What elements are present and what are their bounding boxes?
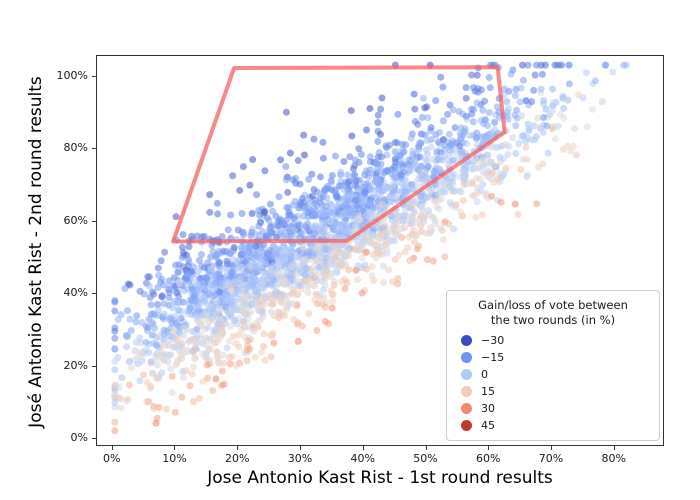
y-tick-label: 100%: [56, 68, 88, 82]
legend-entry: −15: [457, 349, 649, 366]
legend-entries: −30 −15 0 15 30 45: [457, 332, 649, 434]
y-tick-mark: [92, 438, 96, 440]
x-tick-mark: [551, 446, 553, 450]
legend-entry-label: 15: [481, 385, 495, 398]
legend-entry: 15: [457, 383, 649, 400]
x-tick-label: 40%: [350, 452, 375, 465]
x-tick-mark: [425, 446, 427, 450]
x-tick-label: 80%: [601, 452, 627, 465]
legend-entry: 30: [457, 400, 649, 417]
legend-entry-label: −15: [481, 351, 505, 364]
legend-color-swatch-icon: [461, 369, 472, 380]
y-tick-label: 80%: [63, 141, 88, 155]
y-tick-label: 60%: [63, 213, 88, 227]
legend-title-line-1: Gain/loss of vote between: [478, 298, 628, 312]
x-tick-label: 70%: [538, 452, 564, 465]
legend-entry: −30: [457, 332, 649, 349]
legend-entry: 45: [457, 417, 649, 434]
x-tick-label: 60%: [476, 452, 501, 465]
y-tick-label: 20%: [63, 358, 88, 372]
x-tick-label: 0%: [102, 452, 121, 465]
x-tick-label: 50%: [413, 452, 438, 465]
y-tick-label: 40%: [63, 286, 88, 300]
legend-color-swatch-icon: [461, 335, 472, 346]
legend-entry-label: 30: [481, 402, 495, 415]
y-axis-label: José Antonio Kast Rist - 2nd round resul…: [26, 76, 46, 428]
x-tick-label: 10%: [162, 452, 187, 465]
legend-color-swatch-icon: [461, 403, 472, 414]
legend-color-swatch-icon: [461, 352, 472, 363]
x-tick-mark: [613, 446, 615, 450]
legend-entry-label: 0: [481, 368, 488, 381]
legend: Gain/loss of vote between the two rounds…: [446, 290, 660, 441]
y-tick-label: 0%: [70, 431, 88, 445]
x-tick-label: 30%: [287, 452, 313, 465]
legend-color-swatch-icon: [461, 386, 472, 397]
x-tick-mark: [237, 446, 239, 450]
x-tick-mark: [299, 446, 301, 450]
legend-title: Gain/loss of vote between the two rounds…: [457, 298, 649, 328]
x-tick-mark: [174, 446, 176, 450]
y-tick-mark: [92, 148, 96, 150]
x-tick-mark: [111, 446, 113, 450]
legend-entry-label: −30: [481, 334, 505, 347]
legend-title-line-2: the two rounds (in %): [490, 313, 616, 327]
x-tick-mark: [362, 446, 364, 450]
legend-color-swatch-icon: [461, 420, 472, 431]
y-tick-mark: [92, 365, 96, 367]
legend-entry: 0: [457, 366, 649, 383]
y-tick-mark: [92, 75, 96, 77]
legend-entry-label: 45: [481, 419, 495, 432]
x-tick-label: 20%: [224, 452, 250, 465]
y-tick-mark: [92, 293, 96, 295]
y-tick-mark: [92, 220, 96, 222]
x-tick-mark: [488, 446, 490, 450]
x-axis-label: Jose Antonio Kast Rist - 1st round resul…: [207, 468, 553, 488]
